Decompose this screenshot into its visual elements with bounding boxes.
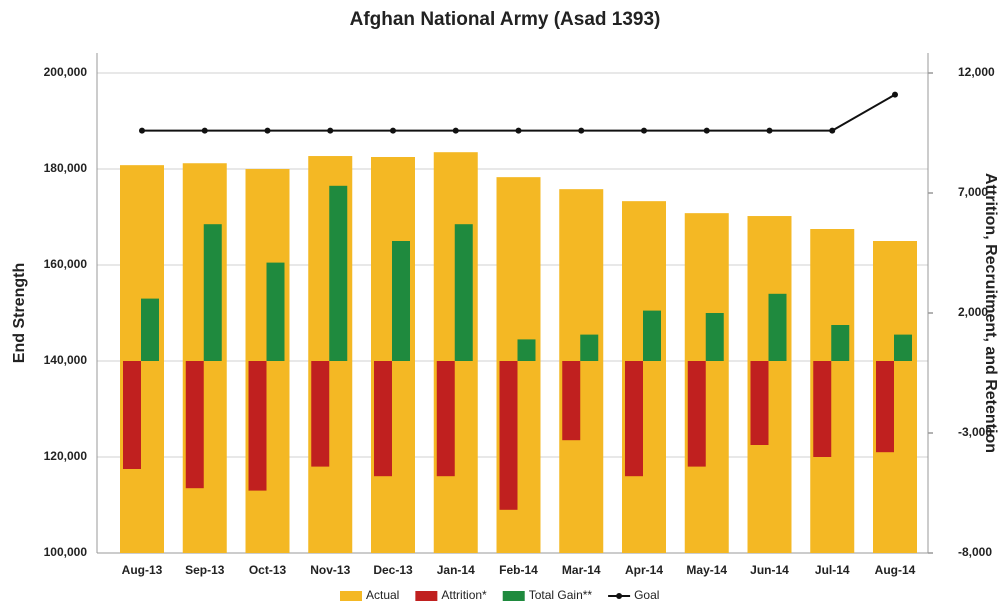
goal-marker [264,127,271,134]
x-tick-label: May-14 [686,563,727,577]
y-tick-label: 180,000 [44,161,88,175]
x-tick-label: Jan-14 [437,563,475,577]
x-tick-label: Mar-14 [562,563,601,577]
bar [768,293,787,361]
y2-axis-label: Attrition, Recruitment, and Retention [982,173,999,453]
goal-marker [327,127,334,134]
x-tick-label: Feb-14 [499,563,538,577]
bar [248,361,267,491]
goal-marker [201,127,208,134]
bar [643,310,661,361]
bar [831,325,850,361]
y-tick-label: 200,000 [44,65,88,79]
bar [374,361,392,477]
x-tick-label: Sep-13 [185,563,225,577]
bar [813,361,832,457]
y-tick-label: 160,000 [44,257,88,271]
goal-line [142,93,896,132]
bar [329,185,348,361]
bar [141,298,159,361]
bar [562,361,581,441]
goal-marker [139,127,145,134]
x-tick-label: Aug-13 [122,563,163,577]
x-tick-label: Jun-14 [750,563,789,577]
goal-marker [515,127,522,134]
bar [894,334,912,361]
bar [266,262,285,361]
y2-tick-label: -3,000 [958,425,992,439]
legend-label: Total Gain** [529,588,593,602]
bar [454,224,473,361]
y2-tick-label: 2,000 [958,305,988,319]
legend-label: Actual [366,588,399,602]
legend-label: Attrition* [441,588,487,602]
legend-swatch [340,591,362,601]
bar [517,339,536,361]
bar [750,361,769,445]
chart-title: Afghan National Army (Asad 1393) [350,9,661,30]
x-tick-label: Apr-14 [625,563,663,577]
x-tick-label: Dec-13 [373,563,413,577]
bar [185,361,204,489]
y-tick-label: 120,000 [44,449,88,463]
bar [687,361,706,467]
goal-marker [641,127,647,134]
goal-marker [892,91,898,98]
y2-tick-label: -8,000 [958,545,992,559]
x-tick-label: Jul-14 [815,563,850,577]
y2-tick-label: 12,000 [958,65,995,79]
legend-swatch [502,591,525,601]
bar [123,361,141,469]
goal-marker [390,127,396,134]
bar [625,361,643,477]
bar [580,334,599,361]
bar [203,224,222,361]
legend-swatch [616,593,623,599]
bar [876,361,894,453]
goal-marker [766,127,773,134]
x-tick-label: Oct-13 [249,563,287,577]
bar [499,361,518,510]
goal-marker [829,127,836,134]
y2-tick-label: 7,000 [958,185,988,199]
goal-marker [703,127,710,134]
legend-label: Goal [634,588,659,602]
legend-swatch [415,591,438,601]
y-tick-label: 100,000 [44,545,88,559]
y-axis-label: End Strength [11,263,28,363]
x-tick-label: Aug-14 [875,563,916,577]
y-tick-label: 140,000 [44,353,88,367]
bar [705,313,724,361]
goal-marker [452,127,459,134]
bar [311,361,330,467]
x-tick-label: Nov-13 [310,563,350,577]
bar [436,361,455,477]
bar [392,241,410,361]
goal-marker [578,127,585,134]
